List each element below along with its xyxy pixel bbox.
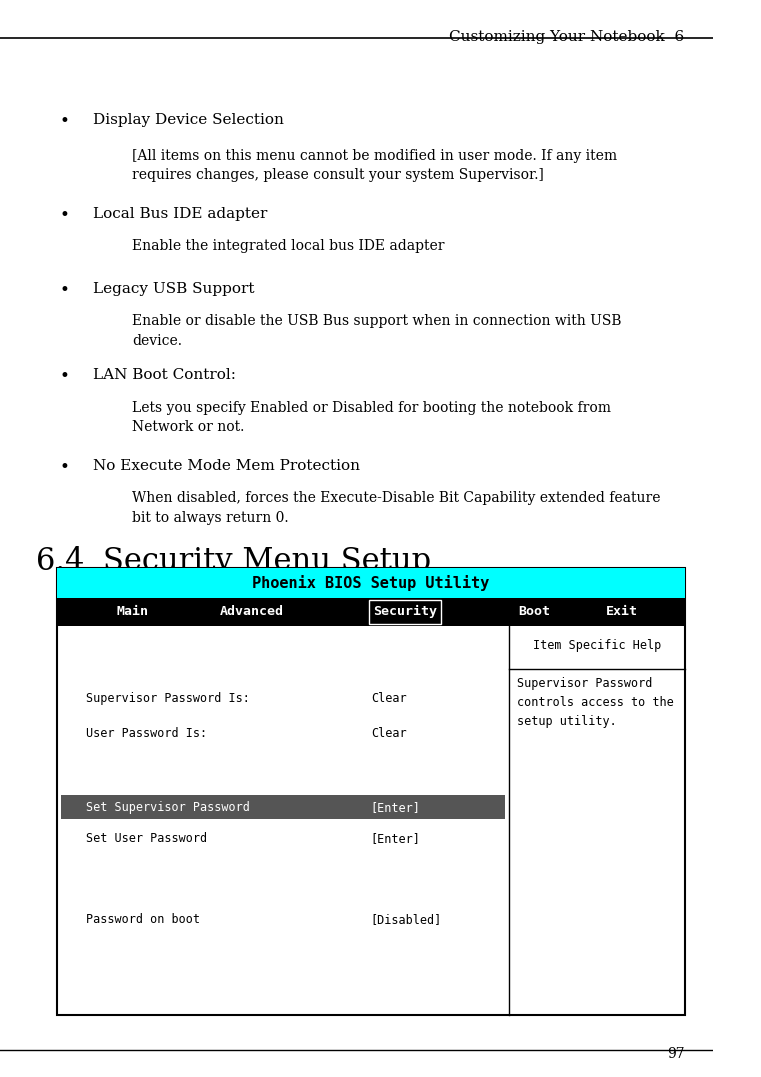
Text: Phoenix BIOS Setup Utility: Phoenix BIOS Setup Utility: [252, 575, 489, 591]
Text: [Enter]: [Enter]: [371, 831, 421, 844]
Text: Boot: Boot: [518, 605, 550, 618]
Text: Supervisor Password
controls access to the
setup utility.: Supervisor Password controls access to t…: [517, 677, 674, 728]
Text: LAN Boot Control:: LAN Boot Control:: [93, 368, 236, 382]
Text: [Enter]: [Enter]: [371, 800, 421, 813]
Text: Exit: Exit: [606, 605, 638, 618]
Text: [All items on this menu cannot be modified in user mode. If any item
requires ch: [All items on this menu cannot be modifi…: [132, 149, 617, 182]
Text: Item Specific Help: Item Specific Help: [533, 639, 661, 652]
Text: When disabled, forces the Execute-Disable Bit Capability extended feature
bit to: When disabled, forces the Execute-Disabl…: [132, 491, 661, 524]
Text: Display Device Selection: Display Device Selection: [93, 113, 284, 127]
Text: No Execute Mode Mem Protection: No Execute Mode Mem Protection: [93, 459, 360, 473]
Text: •: •: [59, 113, 69, 130]
Text: Legacy USB Support: Legacy USB Support: [93, 282, 254, 296]
Text: User Password Is:: User Password Is:: [85, 727, 207, 740]
Text: •: •: [59, 282, 69, 299]
Text: Password on boot: Password on boot: [85, 913, 199, 926]
Text: Enable or disable the USB Bus support when in connection with USB
device.: Enable or disable the USB Bus support wh…: [132, 314, 622, 348]
Text: Customizing Your Notebook  6: Customizing Your Notebook 6: [450, 30, 685, 44]
Text: Clear: Clear: [371, 691, 406, 704]
Bar: [369, 600, 441, 624]
Bar: [57, 568, 685, 598]
Text: Advanced: Advanced: [220, 605, 284, 618]
Text: Security Menu Setup: Security Menu Setup: [103, 546, 431, 577]
Text: Set User Password: Set User Password: [85, 831, 207, 844]
Text: Enable the integrated local bus IDE adapter: Enable the integrated local bus IDE adap…: [132, 239, 444, 253]
Text: Lets you specify Enabled or Disabled for booting the notebook from
Network or no: Lets you specify Enabled or Disabled for…: [132, 401, 611, 434]
Text: Main: Main: [116, 605, 148, 618]
Text: •: •: [59, 459, 69, 476]
Text: Supervisor Password Is:: Supervisor Password Is:: [85, 691, 250, 704]
Text: 6.4: 6.4: [36, 546, 84, 577]
Text: 97: 97: [667, 1047, 685, 1061]
Text: Security: Security: [374, 605, 438, 618]
Text: •: •: [59, 368, 69, 386]
Text: Set Supervisor Password: Set Supervisor Password: [85, 800, 250, 813]
Text: •: •: [59, 207, 69, 224]
Bar: [61, 795, 505, 819]
Bar: [57, 568, 685, 1015]
Text: Clear: Clear: [371, 727, 406, 740]
Bar: [57, 598, 685, 626]
Text: [Disabled]: [Disabled]: [371, 913, 442, 926]
Text: Local Bus IDE adapter: Local Bus IDE adapter: [93, 207, 267, 221]
